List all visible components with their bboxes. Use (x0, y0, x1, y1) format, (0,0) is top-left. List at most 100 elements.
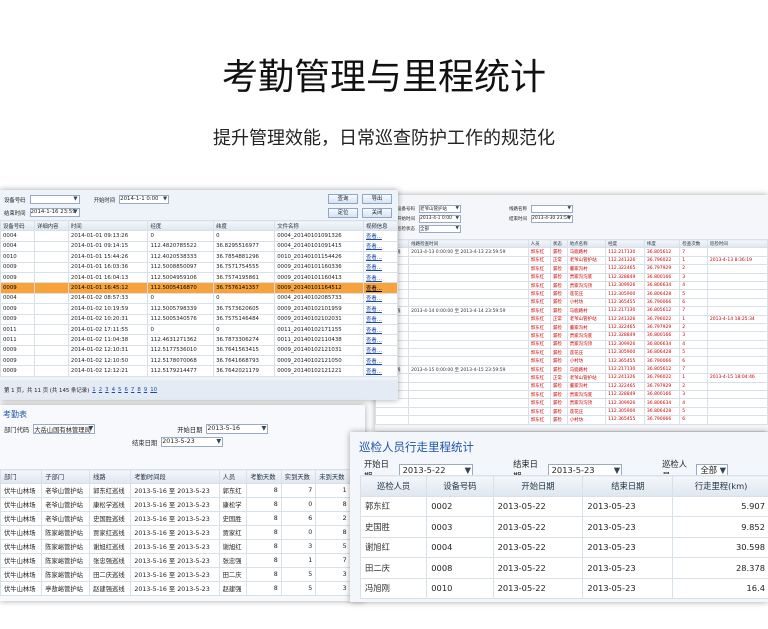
table-cell: 0003 (426, 516, 494, 538)
table-cell: 2013-5-16 至 2013-5-23 (130, 567, 220, 582)
table-row[interactable]: 0004 2014-01-02 08:57:33 0 0 0004_2014010208… (0, 292, 398, 305)
table-row[interactable]: 冯旭刚 0010 2013-05-22 2013-05-23 16.4 (359, 577, 768, 599)
table-cell: 36.790066 (643, 356, 681, 366)
table-cell (706, 331, 768, 341)
field-input[interactable] (531, 205, 573, 213)
table-row[interactable]: 0009 2014-01-01 16:45:12 112.5005416870 36.… (0, 282, 398, 294)
table-row[interactable]: 伏牛山林场 陈家峪管护站 贾家红巡线 2013-5-16 至 2013-5-23 贾家红… (0, 525, 365, 540)
table-row[interactable]: 0009 2014-01-01 16:04:13 112.5004959106 36.… (0, 271, 398, 284)
table-row[interactable]: 郭东红 漏检 董家沟村 112.322465 36.797929 2 (375, 381, 768, 392)
table-row[interactable]: 郭东红 漏检 贾家沟沟底 112.328849 36.800166 3 (375, 331, 768, 341)
table-row[interactable]: 0009 2014-01-02 12:10:31 112.5177536010 36.… (0, 344, 398, 357)
field-input[interactable]: 老爷山管护站 (419, 205, 461, 213)
table-row[interactable]: 郭东红 漏检 莲花庄 112.305900 36.806428 5 (375, 406, 768, 417)
table-row[interactable]: 0009 2014-01-01 16:03:36 112.5008850097 36.… (0, 261, 398, 273)
table-cell: 30.598 (672, 536, 768, 558)
table-cell: 郭东红 (527, 406, 551, 417)
page-link[interactable]: 10 (150, 387, 158, 393)
table-row[interactable]: 郭东红 正常 老爷山管护站 112.241326 36.796022 1 2013-4-13… (375, 255, 768, 266)
table-cell: 伏牛山林场 (0, 539, 43, 554)
table-row[interactable]: 谢旭红 0004 2013-05-22 2013-05-23 30.598 (359, 536, 768, 558)
page-link[interactable]: 3 (105, 387, 109, 393)
table-row[interactable]: 0009 2014-01-02 12:10:50 112.5178070068 36.… (0, 355, 398, 367)
table-row[interactable]: 郭东红 漏检 董家沟村 112.322465 36.797929 2 (375, 322, 768, 333)
page-link[interactable]: 6 (124, 387, 128, 393)
table-cell: 112.4631271362 (147, 334, 215, 346)
table-cell: 112.5005416870 (147, 282, 215, 294)
table-row[interactable]: 郭东红 漏检 莲花庄 112.305900 36.806428 5 (375, 289, 768, 299)
table-cell (33, 313, 69, 325)
page-link[interactable]: 4 (111, 387, 116, 393)
table-row[interactable]: 0009 2014-01-02 10:20:31 112.5005340576 36.… (0, 313, 398, 325)
table-row[interactable]: 伏牛山林场 老爷山管护站 史国胜巡线 2013-5-16 至 2013-5-23 史国胜… (0, 511, 365, 526)
field-input[interactable]: 2014-1-16 23:59 (29, 208, 80, 217)
table-head: 设备号码 详细内容 时间 经度 纬度 文件名称 视频信息 (0, 219, 398, 232)
field-input[interactable]: 2013-4-30 23:59 (531, 215, 573, 223)
page-link[interactable]: 1 (92, 387, 96, 393)
table-row[interactable]: 0010 2014-01-01 15:44:26 112.4020538333 36.… (0, 251, 398, 263)
table-row[interactable]: 伏牛山林场 亭敖峪管护站 赵建强巡线 2013-5-16 至 2013-5-23 赵建强… (0, 581, 365, 596)
table-cell (706, 297, 768, 308)
table-cell (706, 306, 768, 316)
table-row[interactable]: 0009 2014-01-02 10:19:59 112.5005798339 36.… (0, 303, 398, 315)
page-link[interactable]: 9 (143, 387, 148, 393)
button[interactable]: 定位 (328, 208, 358, 218)
table-row[interactable]: 郭东红 漏检 小村坊 112.365455 36.790066 6 (375, 415, 768, 425)
table-row[interactable]: 0009 2014-01-02 12:12:21 112.5179214477 36.… (0, 365, 398, 377)
page-link[interactable]: 7 (130, 387, 135, 393)
table-row[interactable]: 郭东红 漏检 贾家沟沟底 112.328849 36.800166 3 (375, 390, 768, 400)
table-row[interactable]: 0011 2014-01-02 11:04:38 112.4631271362 36.… (0, 334, 398, 346)
table-cell: 2014-01-01 09:14:15 (67, 240, 149, 253)
table-row[interactable]: 0011 2014-01-02 17:11:55 0 0 0011_2014010217… (0, 323, 398, 336)
page-link[interactable]: 2 (98, 387, 103, 393)
table-row[interactable]: 伏牛山林场 陈家峪管护站 张忠强巡线 2013-5-16 至 2013-5-23 张忠强… (0, 553, 365, 568)
table-row[interactable]: 0004 2014-01-01 09:14:15 112.4820785522 36.… (0, 240, 398, 253)
table-row[interactable]: 伏牛山林场 陈家峪管护站 田二庆巡线 2013-5-16 至 2013-5-23 田二庆… (0, 567, 365, 582)
table-cell: 0011 (0, 334, 35, 346)
table-cell: 8 (315, 497, 351, 512)
field-input[interactable]: 2013-4-1 0:00 (419, 215, 461, 223)
field-label: 设备号码 (397, 207, 415, 212)
button[interactable]: 查询 (328, 194, 358, 204)
table-row[interactable]: 郭东红 漏检 贾家沟沟顶 112.309926 36.806634 4 (375, 339, 768, 350)
field-input[interactable] (29, 195, 80, 204)
field-input[interactable]: 2013-5-23 (161, 437, 224, 447)
table-cell: 36.805612 (643, 364, 681, 375)
table-cell: 0004 (0, 230, 35, 242)
table-row[interactable]: 郭东红 0002 2013-05-22 2013-05-23 5.907 (359, 495, 768, 517)
table-cell: 查看... (362, 230, 398, 242)
table-row[interactable]: 伏牛山林场 老爷山管护站 郭东红巡线 2013-5-16 至 2013-5-23 郭东红… (0, 483, 365, 498)
table-row[interactable]: 郭东红 漏检 贾家沟沟顶 112.309926 36.806634 4 (375, 398, 768, 408)
table-row[interactable]: 郭东红 漏检 贾家沟沟底 112.328849 36.800166 3 (375, 272, 768, 282)
table-row[interactable]: 郭东红 漏检 贾家沟沟顶 112.309926 36.806634 4 (375, 280, 768, 291)
button[interactable]: 导出 (362, 194, 392, 204)
table-row[interactable]: 郭东红 正常 老爷山管护站 112.241326 36.796022 1 2013-4-14… (375, 314, 768, 324)
table-row[interactable]: 伏牛山林场 老爷山管护站 康松学巡线 2013-5-16 至 2013-5-23 康松学… (0, 497, 365, 512)
table-row[interactable]: 史国胜 0003 2013-05-22 2013-05-23 9.852 (359, 516, 768, 538)
table-row[interactable]: 田二庆 0008 2013-05-22 2013-05-23 28.378 (359, 557, 768, 579)
table-row[interactable]: 郭东红 漏检 小村坊 112.365455 36.790066 6 (375, 297, 768, 308)
table-cell: 老爷山管护站 (566, 314, 607, 324)
field-input[interactable]: 2013-5-16 (206, 424, 269, 434)
table-row[interactable]: 0004 2014-01-01 09:13:26 0 0 0004_2014010109… (0, 230, 398, 242)
table-row[interactable]: 郭东红 正常 老爷山管护站 112.241326 36.796022 1 2013-4-15… (375, 373, 768, 383)
table-row[interactable]: 郭东红 漏检 莲花庄 112.305900 36.806428 5 (375, 348, 768, 358)
table-cell: 0009_20140102102031 (274, 313, 364, 325)
field-input[interactable]: 全部 (419, 225, 461, 233)
page-link[interactable]: 8 (137, 387, 141, 393)
page-link[interactable]: 5 (118, 387, 122, 393)
table-cell: 1 (315, 483, 351, 498)
panel-title: 巡检人员行走里程统计 (359, 440, 474, 454)
column-header: 经度 (147, 219, 215, 232)
table-row[interactable]: 伏牛山林场 陈家峪管护站 谢旭红巡线 2013-5-16 至 2013-5-23 谢旭红… (0, 539, 365, 554)
table-row[interactable]: 郭东红 漏检 董家沟村 112.322465 36.797929 2 (375, 264, 768, 274)
table-cell: 2013-4-13 8:36:19 (706, 255, 768, 266)
table-row[interactable]: 郭东红 漏检 小村坊 112.365455 36.790066 6 (375, 356, 768, 366)
field-input[interactable]: 大岳山国有林管理局 (33, 424, 96, 434)
button[interactable]: 关闭 (362, 208, 392, 218)
field-input[interactable]: 2014-1-1 0:00 (119, 195, 170, 204)
